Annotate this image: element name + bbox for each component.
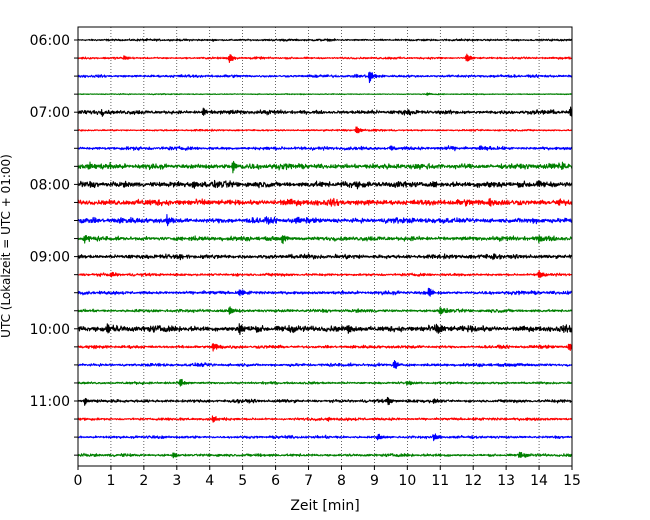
trace-line	[77, 38, 573, 43]
x-tick-label: 4	[205, 473, 214, 489]
x-tick-label: 1	[106, 473, 115, 489]
x-axis: 0 1 2 3 4 5 6 7 8 9 10 11 12 13 14 15	[74, 466, 581, 489]
x-tick-label: 13	[497, 473, 515, 489]
trace-line	[77, 360, 573, 369]
trace-line	[77, 415, 573, 423]
trace-line	[77, 179, 573, 190]
trace-line	[77, 451, 573, 459]
x-tick-label: 6	[271, 473, 280, 489]
trace-line	[77, 343, 573, 352]
seismic-traces	[77, 38, 573, 459]
y-tick-label: 09:00	[30, 250, 70, 266]
x-tick-label: 11	[431, 473, 449, 489]
y-tick-label: 11:00	[30, 394, 70, 410]
trace-line	[77, 253, 573, 261]
y-tick-label: 07:00	[30, 105, 70, 121]
x-tick-label: 3	[172, 473, 181, 489]
x-tick-label: 2	[139, 473, 148, 489]
x-tick-label: 15	[563, 473, 581, 489]
trace-line	[77, 53, 573, 64]
trace-line	[77, 396, 573, 406]
trace-line	[77, 306, 573, 315]
trace-line	[77, 145, 573, 152]
x-tick-label: 14	[530, 473, 548, 489]
y-axis-label: UTC (Lokalzeit = UTC + 01:00)	[0, 154, 13, 338]
y-tick-label: 08:00	[30, 177, 70, 193]
trace-line	[77, 160, 573, 174]
trace-line	[77, 197, 573, 207]
trace-line	[77, 92, 573, 96]
trace-line	[77, 214, 573, 227]
trace-line	[77, 378, 573, 387]
trace-line	[77, 323, 573, 336]
grid-lines	[110, 27, 540, 466]
plot-frame	[77, 26, 573, 467]
trace-line	[77, 433, 573, 442]
trace-line	[77, 234, 573, 245]
trace-line	[77, 71, 573, 84]
x-tick-label: 12	[464, 473, 482, 489]
trace-line	[77, 106, 573, 117]
trace-line	[77, 269, 573, 279]
y-tick-label: 10:00	[30, 322, 70, 338]
x-tick-label: 10	[398, 473, 416, 489]
trace-line	[77, 287, 573, 297]
y-axis: 06:00 07:00 08:00 09:00 10:00 11:00	[30, 33, 78, 456]
x-tick-label: 7	[304, 473, 313, 489]
x-tick-label: 9	[370, 473, 379, 489]
trace-line	[77, 126, 573, 134]
x-tick-label: 8	[337, 473, 346, 489]
x-tick-label: 0	[74, 473, 83, 489]
x-tick-label: 5	[238, 473, 247, 489]
x-axis-label: Zeit [min]	[290, 498, 359, 514]
y-tick-label: 06:00	[30, 33, 70, 49]
